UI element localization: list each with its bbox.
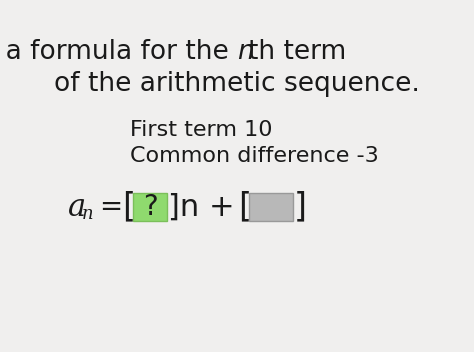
FancyBboxPatch shape (249, 193, 293, 221)
Text: First term 10: First term 10 (130, 120, 273, 140)
Text: n: n (237, 39, 254, 65)
Text: ]: ] (294, 190, 307, 224)
Text: Common difference -3: Common difference -3 (130, 146, 379, 166)
Text: [: [ (122, 190, 135, 224)
Text: n: n (82, 205, 94, 223)
Text: Find a formula for the: Find a formula for the (0, 39, 237, 65)
FancyBboxPatch shape (133, 193, 167, 221)
Text: ?: ? (143, 193, 157, 221)
Text: a: a (68, 191, 86, 222)
Text: =: = (91, 193, 132, 221)
Text: ]n +: ]n + (168, 193, 245, 221)
Text: of the arithmetic sequence.: of the arithmetic sequence. (54, 71, 420, 97)
Text: [: [ (238, 190, 251, 224)
Text: th term: th term (248, 39, 346, 65)
